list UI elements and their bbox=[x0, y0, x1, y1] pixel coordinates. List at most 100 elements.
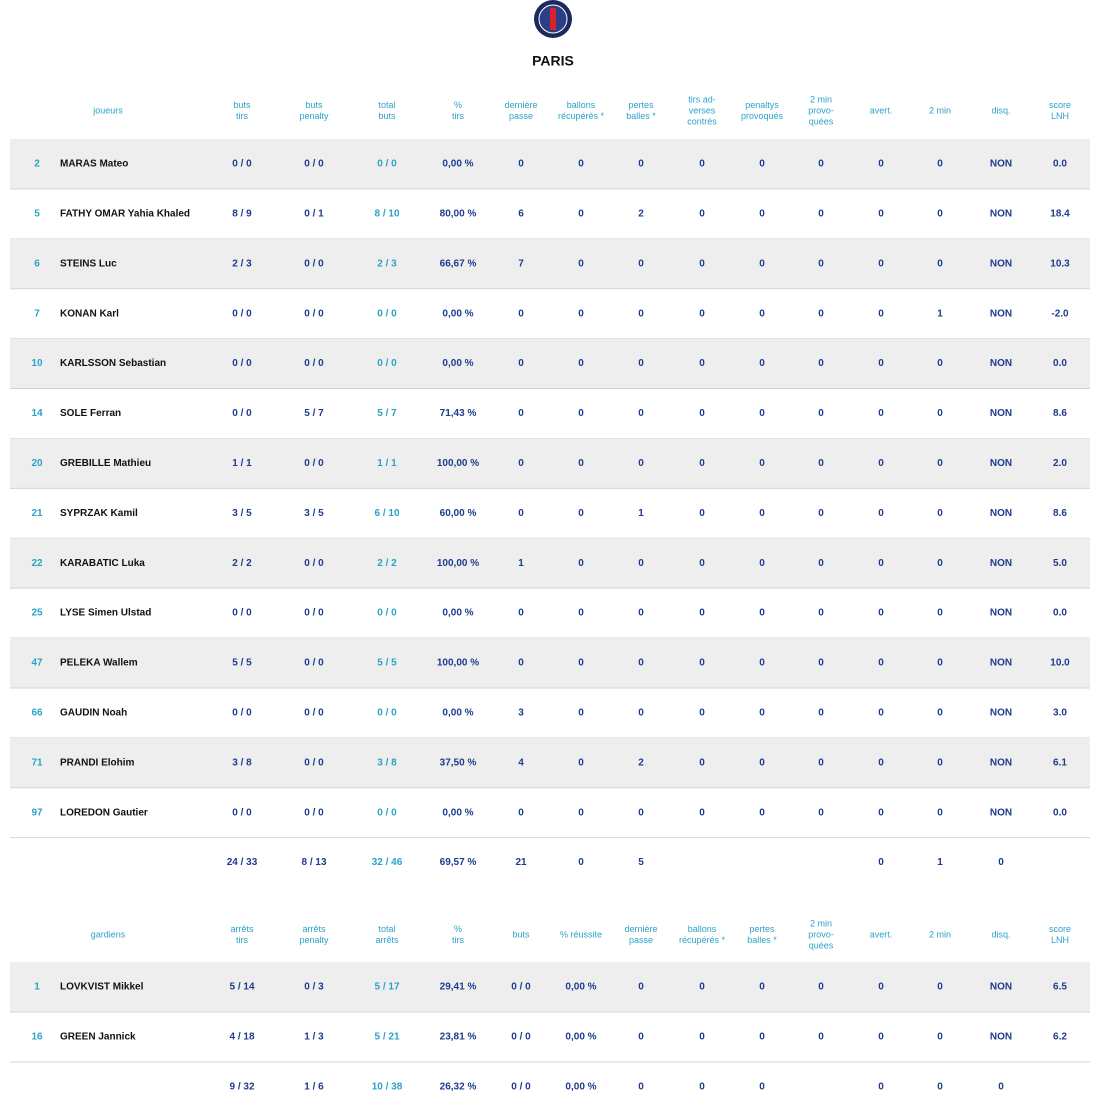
stat-value: 10.0 bbox=[1050, 658, 1070, 669]
total-value: 1 bbox=[937, 857, 943, 868]
stat-value: 0.0 bbox=[1053, 608, 1067, 619]
column-header: tirs bbox=[236, 935, 248, 945]
column-header: penalty bbox=[299, 111, 329, 121]
column-header: % bbox=[454, 924, 462, 934]
total-value: 8 / 13 bbox=[301, 857, 326, 868]
column-header: provoqués bbox=[741, 111, 784, 121]
column-header: ballons bbox=[688, 924, 717, 934]
player-number: 25 bbox=[31, 608, 43, 619]
stat-value: 71,43 % bbox=[440, 408, 477, 419]
stat-value: 0,00 % bbox=[442, 608, 473, 619]
stat-value: 100,00 % bbox=[437, 658, 479, 669]
stat-value: 0 bbox=[878, 508, 884, 519]
stat-value: 0 bbox=[638, 458, 644, 469]
stat-value: 0 bbox=[578, 258, 584, 269]
column-header: arrêts bbox=[302, 924, 326, 934]
stat-value: 0 bbox=[818, 807, 824, 818]
stat-value: 0 bbox=[878, 807, 884, 818]
stat-value: 0 bbox=[937, 1032, 943, 1043]
stat-value: 0 bbox=[878, 258, 884, 269]
team-logo bbox=[534, 0, 572, 38]
stat-value: 0 bbox=[699, 159, 705, 170]
stat-value: 0 bbox=[638, 608, 644, 619]
column-header: joueurs bbox=[92, 105, 123, 115]
stat-value: 0 / 0 bbox=[377, 708, 397, 719]
stat-value: 0 bbox=[759, 757, 765, 768]
player-name: KARLSSON Sebastian bbox=[60, 358, 166, 369]
stat-value: 0 bbox=[878, 608, 884, 619]
stat-value: 10.3 bbox=[1050, 258, 1070, 269]
stat-value: 0 bbox=[818, 209, 824, 220]
stat-value: NON bbox=[990, 508, 1012, 519]
stat-value: 0 / 0 bbox=[232, 308, 252, 319]
stat-value: 3 / 8 bbox=[377, 757, 397, 768]
stat-value: 0 bbox=[638, 258, 644, 269]
stat-value: 0 bbox=[518, 159, 524, 170]
row-background bbox=[10, 238, 1090, 289]
total-value: 9 / 32 bbox=[229, 1082, 254, 1093]
column-header: ballons bbox=[567, 100, 596, 110]
player-number: 7 bbox=[34, 308, 40, 319]
total-value: 10 / 38 bbox=[372, 1082, 403, 1093]
player-number: 2 bbox=[34, 159, 40, 170]
stat-value: 5 / 7 bbox=[304, 408, 324, 419]
column-header: 2 min bbox=[810, 918, 832, 928]
stat-value: 0 bbox=[638, 159, 644, 170]
stat-value: 0 bbox=[759, 708, 765, 719]
stat-value: 0 bbox=[699, 209, 705, 220]
stat-value: 0 / 0 bbox=[304, 558, 324, 569]
stat-value: 0 bbox=[759, 258, 765, 269]
stat-value: 3 / 5 bbox=[304, 508, 324, 519]
player-number: 22 bbox=[31, 558, 43, 569]
stat-value: 0 bbox=[937, 658, 943, 669]
stat-value: 0 bbox=[518, 508, 524, 519]
stat-value: 0 bbox=[937, 608, 943, 619]
stat-value: 0 bbox=[578, 508, 584, 519]
stat-value: 0 bbox=[818, 1032, 824, 1043]
player-number: 1 bbox=[34, 982, 40, 993]
column-header: tirs bbox=[452, 935, 464, 945]
stat-value: 2 bbox=[638, 209, 644, 220]
stat-value: 0 bbox=[937, 807, 943, 818]
stat-value: 0 / 0 bbox=[304, 358, 324, 369]
column-header: 2 min bbox=[929, 105, 951, 115]
stat-value: 0 / 0 bbox=[304, 608, 324, 619]
column-header: LNH bbox=[1051, 111, 1069, 121]
player-number: 5 bbox=[34, 209, 40, 220]
column-header: récupérés * bbox=[679, 935, 726, 945]
stat-value: 0 bbox=[818, 258, 824, 269]
player-number: 47 bbox=[31, 658, 43, 669]
column-header: récupérés * bbox=[558, 111, 605, 121]
stat-value: 0 bbox=[699, 1032, 705, 1043]
stat-value: 0 bbox=[937, 982, 943, 993]
column-header: disq. bbox=[991, 929, 1010, 939]
total-value: 0 bbox=[878, 1082, 884, 1093]
stat-value: 0 / 0 bbox=[304, 308, 324, 319]
stat-value: 0 bbox=[578, 708, 584, 719]
player-name: LOVKVIST Mikkel bbox=[60, 982, 144, 993]
column-header: passe bbox=[629, 935, 653, 945]
column-header: score bbox=[1049, 924, 1071, 934]
stat-value: 0,00 % bbox=[565, 1032, 596, 1043]
column-header: balles * bbox=[626, 111, 656, 121]
stat-value: NON bbox=[990, 358, 1012, 369]
stat-value: NON bbox=[990, 608, 1012, 619]
stat-value: 0 bbox=[578, 209, 584, 220]
stat-value: 0 bbox=[937, 757, 943, 768]
stat-value: 0 bbox=[578, 807, 584, 818]
column-header: verses bbox=[689, 105, 716, 115]
total-value: 24 / 33 bbox=[227, 857, 258, 868]
stat-value: 0 bbox=[759, 458, 765, 469]
stat-value: 37,50 % bbox=[440, 757, 477, 768]
stat-value: 0 bbox=[759, 508, 765, 519]
stat-value: 0 / 0 bbox=[232, 708, 252, 719]
stat-value: 2 / 3 bbox=[232, 258, 252, 269]
total-value: 0 / 0 bbox=[511, 1082, 531, 1093]
total-value: 21 bbox=[515, 857, 527, 868]
stat-value: 0 bbox=[638, 558, 644, 569]
stat-value: 0 bbox=[759, 408, 765, 419]
stat-value: 0 bbox=[759, 608, 765, 619]
column-header: tirs bbox=[236, 111, 248, 121]
total-value: 0 bbox=[759, 1082, 765, 1093]
stat-value: 5.0 bbox=[1053, 558, 1067, 569]
